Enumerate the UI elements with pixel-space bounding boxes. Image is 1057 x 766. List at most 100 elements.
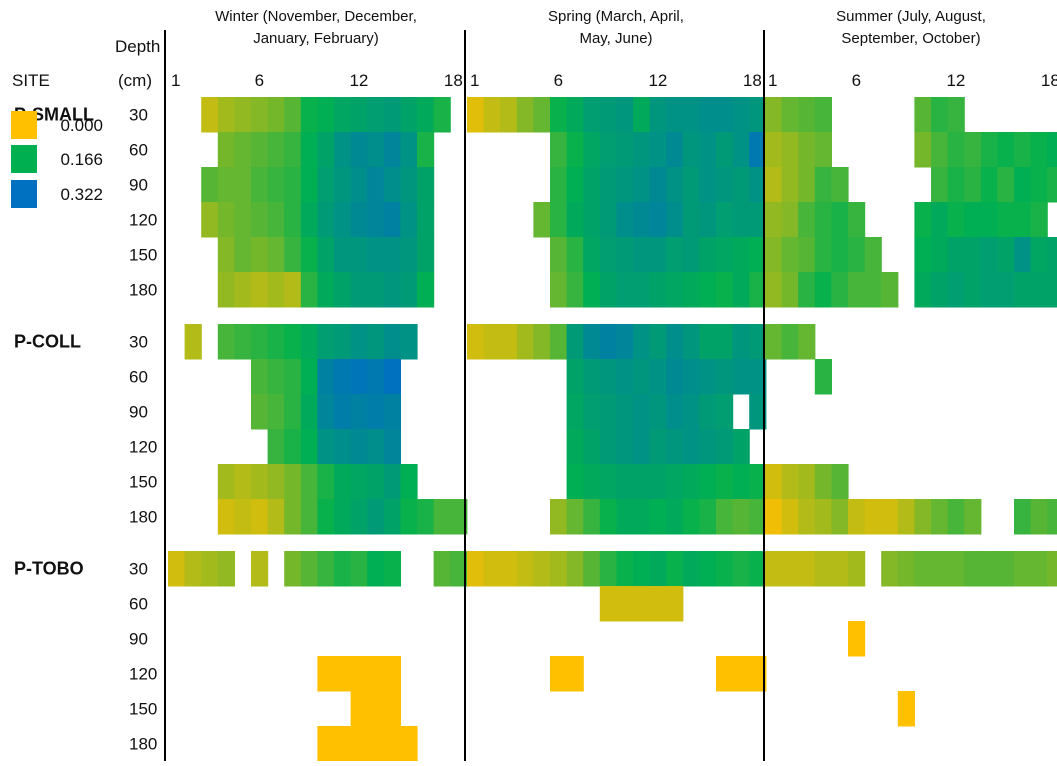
heatmap-cell: [931, 202, 949, 238]
heatmap-cell: [267, 132, 285, 168]
legend-value-label: 0.000: [60, 116, 103, 135]
heatmap-cell: [350, 359, 368, 395]
heatmap-cell: [732, 324, 750, 360]
heatmap-cell: [400, 237, 418, 273]
site-header: SITE: [12, 71, 50, 90]
heatmap-cell: [350, 394, 368, 430]
heatmap-cell: [633, 132, 651, 168]
heatmap-cell: [964, 272, 982, 308]
heatmap-cell: [367, 429, 385, 465]
heatmap-cell: [334, 167, 352, 203]
heatmap-cell: [1030, 202, 1048, 238]
heatmap-cell: [947, 499, 965, 535]
heatmap-cell: [367, 691, 385, 727]
heatmap-cell: [947, 132, 965, 168]
heatmap-cell: [500, 324, 518, 360]
heatmap-cell: [334, 464, 352, 500]
heatmap-cell: [550, 324, 568, 360]
heatmap-cell: [781, 167, 799, 203]
heatmap-cell: [234, 132, 252, 168]
heatmap-cell: [300, 499, 318, 535]
heatmap-cell: [682, 202, 700, 238]
heatmap-cell: [1014, 551, 1032, 587]
heatmap-cell: [583, 551, 601, 587]
heatmap-cell: [334, 324, 352, 360]
heatmap-cell: [682, 464, 700, 500]
heatmap-cell: [234, 464, 252, 500]
heatmap-cell: [550, 167, 568, 203]
heatmap-cell: [682, 132, 700, 168]
heatmap-cell: [284, 394, 302, 430]
heatmap-cell: [583, 359, 601, 395]
heatmap-cell: [716, 656, 734, 692]
heatmap-cell: [533, 97, 551, 133]
heatmap-cell: [234, 324, 252, 360]
heatmap-cell: [251, 167, 269, 203]
heatmap-cell: [184, 324, 202, 360]
heatmap-cell: [914, 551, 932, 587]
heatmap-cell: [633, 464, 651, 500]
heatmap-cell: [781, 324, 799, 360]
heatmap-cell: [732, 499, 750, 535]
heatmap-cell: [317, 359, 335, 395]
season-dividers: [164, 30, 765, 761]
heatmap-cell: [633, 324, 651, 360]
heatmap-cell: [997, 202, 1015, 238]
unit-header: (cm): [118, 71, 152, 90]
x-tick-label: 1: [768, 71, 777, 90]
heatmap-cell: [201, 551, 219, 587]
heatmap-cell: [599, 464, 617, 500]
heatmap-cell: [367, 272, 385, 308]
heatmap-cell: [616, 499, 634, 535]
heatmap-cell: [616, 272, 634, 308]
heatmap-cell: [566, 202, 584, 238]
heatmap-cell: [931, 272, 949, 308]
heatmap-cell: [234, 167, 252, 203]
heatmap-cell: [666, 272, 684, 308]
heatmap-cell: [317, 132, 335, 168]
heatmap-cell: [317, 429, 335, 465]
heatmap-cell: [682, 324, 700, 360]
heatmap-cell: [533, 551, 551, 587]
heatmap-cell: [300, 324, 318, 360]
heatmap-cell: [616, 394, 634, 430]
heatmap-cell: [848, 621, 866, 657]
heatmap-cell: [914, 499, 932, 535]
heatmap-cell: [716, 359, 734, 395]
heatmap-cell: [682, 167, 700, 203]
heatmap-cell: [383, 359, 401, 395]
heatmap-cell: [848, 551, 866, 587]
heatmap-cell: [334, 359, 352, 395]
heatmap-cell: [284, 132, 302, 168]
heatmap-cell: [417, 202, 435, 238]
depth-label: 120: [129, 211, 157, 230]
heatmap-cell: [350, 429, 368, 465]
heatmap-cell: [682, 394, 700, 430]
heatmap-cell: [367, 202, 385, 238]
heatmap-cell: [699, 551, 717, 587]
heatmap-cell: [267, 359, 285, 395]
heatmap-cell: [317, 97, 335, 133]
heatmap-cell: [848, 237, 866, 273]
heatmap-cell: [400, 324, 418, 360]
heatmap-cell: [267, 237, 285, 273]
heatmap-cell: [550, 272, 568, 308]
heatmap-cell: [168, 551, 186, 587]
heatmap-cell: [400, 726, 418, 762]
heatmap-cell: [317, 551, 335, 587]
heatmap-cell: [317, 272, 335, 308]
heatmap-cell: [649, 429, 667, 465]
heatmap-cell: [450, 551, 468, 587]
heatmap-cell: [649, 97, 667, 133]
heatmap-cell: [300, 551, 318, 587]
heatmap-cell: [317, 656, 335, 692]
heatmap-cell: [367, 167, 385, 203]
depth-label: 90: [129, 630, 148, 649]
heatmap-cell: [251, 97, 269, 133]
heatmap-cell: [649, 464, 667, 500]
heatmap-cell: [300, 97, 318, 133]
heatmap-cell: [217, 202, 235, 238]
heatmap-cell: [765, 132, 783, 168]
heatmap-cell: [848, 272, 866, 308]
heatmap-cell: [201, 202, 219, 238]
